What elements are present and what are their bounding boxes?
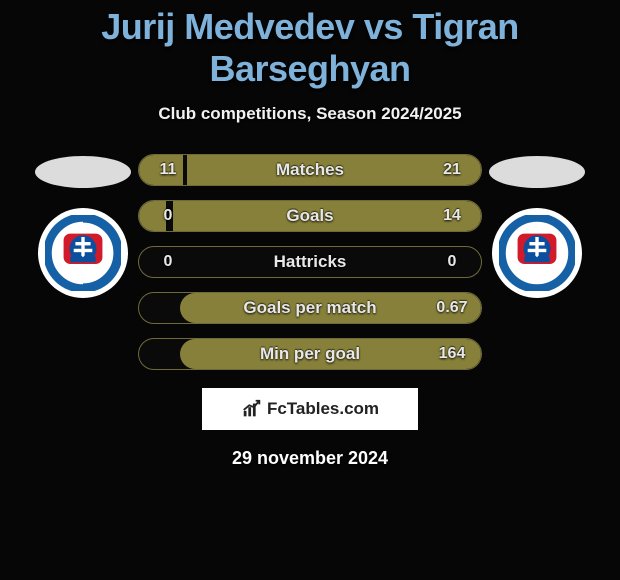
comparison-body: 11Matches210Goals140Hattricks0Goals per … (0, 154, 620, 370)
value-left: 0 (139, 253, 197, 271)
stat-label: Goals per match (197, 298, 423, 318)
value-right: 0 (423, 253, 481, 271)
stats-table: 11Matches210Goals140Hattricks0Goals per … (138, 154, 482, 370)
stat-label: Hattricks (197, 252, 423, 272)
club-badge-right-icon (499, 215, 575, 291)
stat-row: Min per goal164 (138, 338, 482, 370)
branding-text: FcTables.com (267, 399, 379, 419)
value-right: 0.67 (423, 299, 481, 317)
branding-badge[interactable]: FcTables.com (202, 388, 418, 430)
stat-row: Goals per match0.67 (138, 292, 482, 324)
stat-row: 0Goals14 (138, 200, 482, 232)
club-badge-left (38, 208, 128, 298)
stat-label: Min per goal (197, 344, 423, 364)
stat-row: 11Matches21 (138, 154, 482, 186)
club-badge-left-icon (45, 215, 121, 291)
value-left: 0 (139, 207, 197, 225)
silhouette-icon (35, 156, 131, 188)
value-right: 164 (423, 345, 481, 363)
chart-icon (241, 398, 263, 420)
page-title: Jurij Medvedev vs Tigran Barseghyan (0, 6, 620, 90)
value-right: 14 (423, 207, 481, 225)
stat-row: 0Hattricks0 (138, 246, 482, 278)
player-right-column (482, 154, 592, 370)
stat-label: Matches (197, 160, 423, 180)
comparison-card: Jurij Medvedev vs Tigran Barseghyan Club… (0, 0, 620, 469)
subtitle: Club competitions, Season 2024/2025 (0, 104, 620, 124)
player-left-column (28, 154, 138, 370)
stat-label: Goals (197, 206, 423, 226)
date-text: 29 november 2024 (0, 448, 620, 469)
silhouette-icon (489, 156, 585, 188)
value-right: 21 (423, 161, 481, 179)
value-left: 11 (139, 161, 197, 179)
club-badge-right (492, 208, 582, 298)
